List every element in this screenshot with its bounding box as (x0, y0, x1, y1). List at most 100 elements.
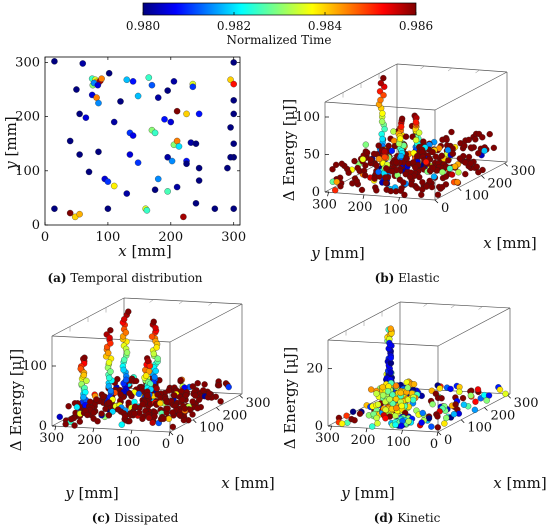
d-xtick-label: 200 (490, 408, 515, 423)
d-ytick-mark (365, 428, 368, 433)
c-point (81, 354, 88, 361)
b-point (465, 153, 473, 161)
c-point (149, 419, 156, 426)
b-point (377, 80, 385, 87)
b-xtick-mark (457, 187, 462, 191)
b-point (375, 142, 382, 149)
b-point (429, 148, 436, 156)
panel-d-points (335, 325, 509, 431)
c-point (177, 376, 184, 384)
c-point (225, 383, 232, 391)
panel-a-xlabel: x [mm] (118, 242, 171, 260)
panel-a-point (173, 137, 181, 145)
d-point (387, 325, 394, 332)
c-point (106, 374, 113, 382)
b-point (362, 172, 369, 179)
b-point (329, 166, 336, 173)
c-point (80, 371, 88, 379)
b-point (443, 136, 450, 143)
c-point (102, 405, 109, 413)
panel-a-point (230, 140, 237, 147)
c-point (123, 349, 131, 356)
panel-a-point (230, 80, 237, 88)
d-point (387, 354, 395, 362)
panel-a-point (224, 164, 231, 172)
d-ytick-mark (436, 431, 439, 437)
d-point (373, 414, 380, 422)
c-xtick-label: 200 (222, 408, 247, 423)
d-point (434, 413, 441, 420)
b-point (375, 168, 382, 176)
c-point (90, 409, 97, 416)
panel-a-caption: (a) Temporal distribution (47, 271, 202, 285)
b-ztick-label: 50 (303, 148, 320, 163)
d-point (343, 412, 350, 419)
b-point (373, 162, 380, 169)
c-point (180, 416, 188, 424)
c-point (94, 418, 101, 425)
panel-a-point (104, 205, 112, 212)
b-point (419, 179, 426, 186)
panel-d-xlabel: x [mm] (493, 474, 546, 492)
b-point (379, 110, 386, 117)
d-ytick-label: 100 (386, 435, 411, 450)
b-point (381, 125, 388, 133)
b-point (379, 135, 386, 143)
d-point (392, 421, 399, 428)
panel-a-point (195, 177, 203, 184)
b-point (454, 178, 461, 186)
c-point (125, 308, 132, 315)
b-box-edge (434, 161, 508, 201)
panel-a-point (110, 118, 118, 126)
c-point (135, 390, 143, 398)
d-point (392, 382, 400, 389)
panel-a-point (145, 74, 153, 81)
panel-b-caption: (b) Elastic (375, 271, 440, 285)
panel-a-point (76, 110, 83, 118)
b-point (378, 118, 386, 125)
b-point (413, 184, 421, 192)
d-xtick-label: 100 (467, 421, 492, 436)
d-point (410, 381, 418, 388)
panel-a-point (126, 151, 134, 158)
c-point (106, 334, 113, 341)
b-point (393, 159, 400, 166)
c-point (192, 392, 199, 399)
d-point (418, 419, 425, 426)
d-point (379, 392, 387, 399)
panel-a-point (211, 205, 219, 212)
b-box-edge (324, 191, 436, 201)
b-point (364, 149, 371, 156)
d-point (441, 420, 448, 427)
c-point (62, 421, 69, 428)
c-ztick-label: 0 (39, 419, 47, 434)
b-point (351, 157, 358, 165)
c-point (106, 399, 113, 406)
d-point (434, 424, 441, 431)
b-xtick-mark (504, 162, 508, 167)
b-ytick-mark (327, 192, 329, 197)
c-point (105, 349, 112, 357)
b-xtick-label: 0 (441, 201, 449, 216)
panel-a-point (129, 78, 137, 85)
c-point (107, 368, 114, 375)
panel-a-point (192, 140, 200, 147)
c-point (121, 356, 128, 363)
panel-a-point (82, 114, 90, 121)
b-point (414, 152, 421, 160)
panel-a-xtick-label: 100 (95, 230, 120, 245)
c-point (148, 333, 156, 340)
panel-a-point (76, 151, 83, 158)
b-point (406, 173, 414, 181)
c-point (151, 373, 158, 381)
d-point (438, 395, 445, 402)
colorbar-ticks: 0.980 0.982 0.984 0.986 (126, 12, 433, 33)
b-point (455, 169, 462, 176)
c-xtick-mark (216, 407, 220, 411)
panel-a-point (95, 99, 102, 107)
c-point (76, 418, 83, 425)
b-point (462, 170, 469, 178)
b-point (381, 153, 388, 161)
panel-a-ytick-label: 200 (15, 110, 40, 125)
